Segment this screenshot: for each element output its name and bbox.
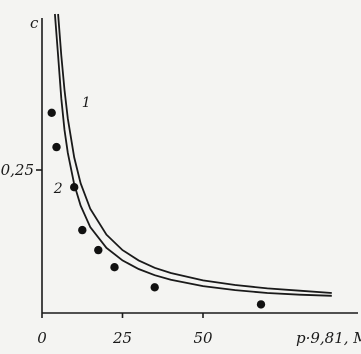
x-tick-label: 50: [193, 329, 213, 347]
data-point: [256, 300, 266, 309]
data-point: [110, 263, 119, 272]
data-point: [150, 283, 159, 292]
x-tick-label: 25: [112, 329, 132, 347]
data-point: [70, 183, 79, 192]
data-point: [78, 225, 87, 235]
series-label-1: 1: [82, 95, 91, 111]
data-point: [94, 245, 103, 255]
y-axis-label: c: [30, 14, 39, 32]
series-label-2: 2: [53, 181, 63, 197]
y-tick-label: 0,25: [1, 161, 34, 179]
x-tick-label: 0: [37, 329, 47, 347]
data-point: [52, 142, 61, 152]
x-axis-label: p·9,81, МПа: [296, 329, 361, 347]
data-point: [47, 108, 56, 118]
series-curve-2: [54, 13, 332, 297]
series-curve-1: [57, 13, 332, 294]
